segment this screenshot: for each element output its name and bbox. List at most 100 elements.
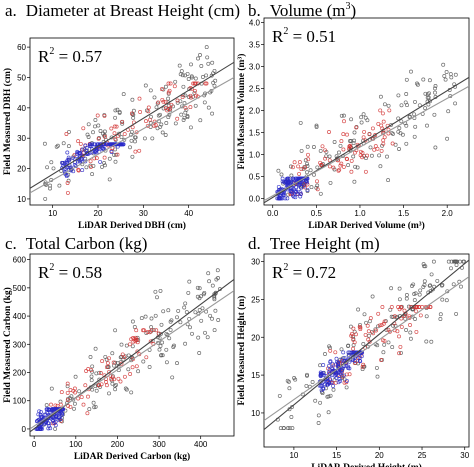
- data-point: [118, 142, 123, 147]
- data-point: [126, 367, 131, 372]
- data-point: [94, 388, 99, 393]
- data-point: [392, 314, 397, 319]
- data-point: [422, 279, 427, 284]
- data-point: [351, 326, 356, 331]
- data-point: [423, 106, 428, 111]
- data-point: [181, 118, 186, 122]
- data-point: [111, 360, 116, 365]
- data-point: [183, 105, 188, 110]
- data-point: [283, 196, 288, 201]
- data-point: [288, 164, 293, 169]
- data-point: [380, 111, 385, 116]
- data-point: [305, 187, 310, 192]
- data-point: [453, 259, 458, 264]
- data-point: [361, 342, 366, 346]
- data-point: [64, 159, 69, 164]
- y-tick-label: 30: [251, 258, 260, 267]
- data-point: [438, 317, 443, 321]
- data-point: [60, 412, 65, 417]
- data-point: [44, 403, 49, 408]
- data-point: [161, 309, 166, 314]
- data-point: [439, 283, 444, 288]
- data-point: [327, 164, 332, 169]
- data-point: [163, 99, 168, 104]
- data-point: [70, 155, 75, 160]
- data-point: [379, 358, 384, 362]
- data-point: [190, 331, 194, 336]
- data-point: [423, 91, 428, 96]
- data-point: [459, 284, 463, 289]
- y-tick-label: 1.5: [249, 128, 261, 137]
- data-point: [57, 183, 62, 188]
- x-tick-label: 10: [289, 451, 298, 460]
- panel-title-end: ): [350, 1, 356, 20]
- data-point: [386, 178, 391, 183]
- data-point: [197, 286, 202, 291]
- data-point: [160, 130, 165, 135]
- data-point: [305, 373, 309, 378]
- data-point: [129, 129, 134, 134]
- y-tick-label: 400: [13, 312, 27, 321]
- data-point: [142, 136, 147, 141]
- data-point: [147, 330, 152, 335]
- data-point: [323, 352, 327, 356]
- data-point: [367, 319, 372, 324]
- data-point: [440, 297, 445, 302]
- data-point: [346, 352, 351, 357]
- data-point: [188, 95, 193, 100]
- data-point: [324, 154, 329, 159]
- data-point: [72, 163, 77, 167]
- data-point: [211, 80, 216, 85]
- data-point: [88, 142, 93, 147]
- data-point: [351, 141, 356, 146]
- data-point: [188, 93, 193, 98]
- data-point: [331, 165, 336, 170]
- data-point: [120, 352, 125, 357]
- data-point: [382, 102, 387, 107]
- data-point: [167, 107, 172, 111]
- regression-line: [264, 259, 469, 431]
- data-point: [97, 383, 102, 388]
- scatter-points: [264, 62, 469, 204]
- data-point: [348, 324, 353, 329]
- data-point: [382, 135, 387, 140]
- data-point: [58, 418, 63, 423]
- data-point: [112, 131, 117, 136]
- data-point: [53, 403, 58, 408]
- y-axis-label: Field Measured Height (m): [236, 296, 247, 406]
- data-point: [164, 121, 169, 125]
- data-point: [163, 133, 168, 137]
- data-point: [113, 108, 118, 113]
- data-point: [306, 152, 310, 157]
- data-point: [360, 364, 365, 369]
- data-point: [381, 141, 386, 146]
- data-point: [404, 293, 409, 297]
- data-point: [377, 323, 382, 328]
- data-point: [113, 328, 118, 333]
- data-point: [212, 83, 217, 88]
- data-point: [104, 365, 109, 370]
- data-point: [418, 313, 423, 318]
- data-point: [413, 124, 418, 129]
- data-point: [148, 88, 153, 93]
- data-point: [168, 319, 173, 324]
- data-point: [61, 160, 66, 165]
- data-point: [404, 77, 409, 82]
- data-point: [368, 316, 373, 321]
- data-point: [158, 344, 163, 348]
- data-point: [363, 169, 368, 174]
- x-tick-label: 400: [194, 440, 208, 449]
- data-point: [65, 397, 70, 402]
- data-point: [119, 342, 124, 347]
- r-squared-superscript: 2: [49, 262, 54, 273]
- data-point: [94, 156, 99, 161]
- data-point: [440, 282, 445, 287]
- data-point: [315, 187, 320, 192]
- data-point: [138, 110, 143, 114]
- data-point: [389, 305, 394, 309]
- data-point: [289, 415, 294, 419]
- data-point: [326, 363, 331, 368]
- data-point: [414, 305, 419, 309]
- data-point: [150, 136, 155, 141]
- data-point: [396, 93, 401, 98]
